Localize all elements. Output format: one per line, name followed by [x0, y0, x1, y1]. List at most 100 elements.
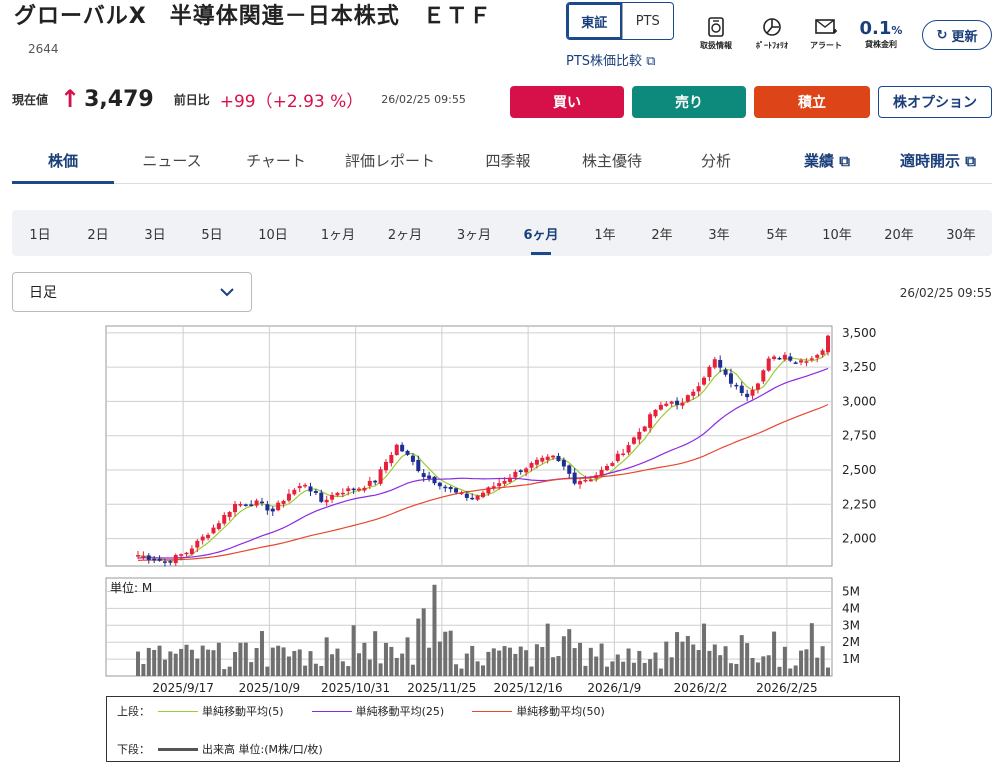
period-5[interactable]: 1ヶ月 — [320, 228, 356, 243]
portfolio-button[interactable]: ﾎﾟｰﾄﾌｫﾘｵ — [742, 16, 802, 51]
period-6[interactable]: 2ヶ月 — [387, 228, 423, 243]
volume-bar — [481, 665, 485, 676]
volume-bar — [664, 641, 669, 676]
candle-body — [572, 472, 577, 484]
period-8[interactable]: 6ヶ月 — [523, 228, 559, 243]
page-title: グローバルX 半導体関連－日本株式 ＥＴＦ 2644 — [14, 2, 514, 64]
external-link-icon: ⧉ — [646, 54, 656, 69]
torihiki-button[interactable]: 取扱情報 — [686, 16, 746, 51]
refresh-icon: ↻ — [936, 27, 948, 43]
volume-bar — [437, 641, 442, 676]
candle-body — [324, 499, 329, 503]
candle-body — [707, 366, 712, 378]
volume-bar — [793, 665, 798, 676]
tab-stock-price[interactable]: 株価 — [47, 152, 78, 170]
period-7[interactable]: 3ヶ月 — [456, 228, 492, 243]
tab-rating-report[interactable]: 評価レポート — [344, 152, 435, 170]
volume-bar — [470, 645, 475, 676]
y-tick-label: 3,000 — [842, 394, 876, 408]
tab-analysis[interactable]: 分析 — [700, 152, 731, 170]
volume-tick-label: 2M — [842, 635, 860, 649]
candle-body — [195, 540, 200, 548]
candle-body — [351, 488, 356, 491]
volume-tick-label: 1M — [842, 652, 860, 666]
tab-news[interactable]: ニュース — [142, 152, 202, 170]
candle-body — [286, 493, 291, 501]
candle-body — [270, 508, 275, 512]
volume-bar — [265, 666, 270, 676]
candle-body — [335, 492, 340, 496]
volume-bar — [604, 666, 609, 676]
tab-shareholder-benefits[interactable]: 株主優待 — [581, 152, 642, 170]
tab-earnings-label: 業績 — [804, 152, 835, 170]
candle-body — [772, 356, 777, 360]
candle-body — [179, 554, 184, 556]
legend-ma50-label: 単純移動平均(50) — [516, 705, 605, 718]
y-tick-label: 3,250 — [842, 360, 876, 374]
volume-bar — [669, 657, 674, 676]
torihiki-icon — [708, 17, 724, 37]
candle-body — [313, 491, 318, 493]
volume-bar — [324, 637, 329, 676]
period-1[interactable]: 2日 — [87, 228, 109, 243]
period-13[interactable]: 10年 — [822, 228, 852, 243]
period-0[interactable]: 1日 — [29, 228, 51, 243]
volume-bar — [389, 646, 394, 676]
candle-body — [642, 426, 647, 432]
volume-bar — [313, 663, 318, 676]
volume-bar — [745, 643, 750, 676]
candle-body — [728, 373, 733, 384]
candle-body — [567, 465, 572, 474]
tab-disclosure[interactable]: 適時開示 ⧉ — [884, 150, 992, 171]
volume-bar — [782, 646, 787, 676]
period-14[interactable]: 20年 — [884, 228, 914, 243]
volume-bar — [766, 655, 771, 676]
tab-earnings[interactable]: 業績 ⧉ — [782, 150, 872, 171]
buy-button[interactable]: 買い — [510, 86, 624, 118]
volume-bar — [691, 644, 696, 676]
volume-bar — [238, 642, 243, 676]
period-12[interactable]: 5年 — [766, 228, 788, 243]
candle-body — [718, 359, 723, 368]
market-pts-button[interactable]: PTS — [621, 3, 674, 39]
candle-body — [696, 386, 701, 392]
alert-button[interactable]: アラート — [796, 16, 856, 51]
pts-compare-link[interactable]: PTS株価比較 ⧉ — [566, 50, 655, 69]
volume-bar — [378, 663, 383, 676]
margin-rate[interactable]: 0.1% 貸株金利 — [852, 18, 910, 50]
pts-compare-label: PTS株価比較 — [566, 54, 643, 69]
candle-body — [578, 481, 583, 485]
period-15[interactable]: 30年 — [946, 228, 976, 243]
period-11[interactable]: 3年 — [708, 228, 730, 243]
candle-body — [615, 453, 620, 462]
period-3[interactable]: 5日 — [201, 228, 223, 243]
volume-bar — [777, 666, 782, 676]
candle-body — [583, 479, 588, 482]
volume-bar — [189, 649, 194, 676]
stock-option-button[interactable]: 株オプション — [878, 86, 992, 118]
legend-ma50: 単純移動平均(50) — [468, 703, 605, 719]
candle-type-select[interactable]: 日足 — [12, 272, 252, 312]
candle-body — [200, 536, 205, 541]
period-9[interactable]: 1年 — [594, 228, 616, 243]
portfolio-label: ﾎﾟｰﾄﾌｫﾘｵ — [756, 41, 788, 50]
volume-bar — [340, 661, 345, 676]
candle-body — [799, 360, 804, 363]
ma25-line — [137, 367, 829, 559]
y-tick-label: 2,000 — [842, 532, 876, 546]
legend-ma50-swatch — [472, 710, 513, 712]
tab-chart[interactable]: チャート — [246, 152, 306, 170]
period-10[interactable]: 2年 — [651, 228, 673, 243]
market-tse-button[interactable]: 東証 — [567, 3, 622, 39]
volume-bar — [222, 669, 227, 676]
period-2[interactable]: 3日 — [144, 228, 166, 243]
candle-body — [653, 409, 658, 417]
tab-shikiho[interactable]: 四季報 — [485, 152, 531, 170]
accumulate-button[interactable]: 積立 — [754, 86, 870, 118]
volume-bar — [270, 647, 275, 676]
volume-bar — [551, 657, 556, 676]
refresh-button[interactable]: ↻ 更新 — [922, 20, 992, 50]
sell-button[interactable]: 売り — [632, 86, 746, 118]
period-4[interactable]: 10日 — [258, 228, 288, 243]
volume-bar — [162, 659, 167, 676]
